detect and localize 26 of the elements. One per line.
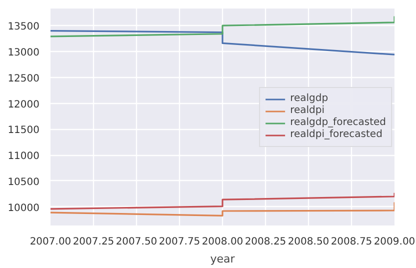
legend-label: realgdp_forecasted — [290, 116, 386, 128]
y-tick-label: 12000 — [8, 99, 40, 110]
y-tick-label: 10000 — [8, 202, 40, 214]
x-tick-label: 2008.75 — [330, 236, 372, 248]
line-series — [50, 30, 394, 56]
y-tick-label: 13500 — [8, 22, 40, 33]
legend-label: realdpi_forecasted — [290, 128, 382, 140]
legend-label: realgdp — [290, 92, 328, 104]
legend-label: realdpi — [290, 104, 324, 116]
line-series — [50, 192, 394, 210]
x-tick-label: 2007.00 — [30, 236, 72, 248]
x-tick-label: 2007.25 — [72, 236, 114, 248]
y-tick-label: 11500 — [8, 125, 40, 136]
y-tick-label: 12500 — [8, 73, 40, 84]
y-tick-label: 13000 — [8, 47, 40, 58]
y-tick-label: 11000 — [8, 151, 40, 162]
x-tick-label: 2009.00 — [374, 236, 416, 248]
line-series — [50, 201, 394, 216]
x-tick-label: 2007.75 — [158, 236, 200, 248]
line-series — [50, 15, 394, 38]
x-tick-label: 2008.00 — [202, 236, 244, 248]
y-tick-label: 10500 — [8, 176, 40, 188]
x-tick-label: 2008.25 — [244, 236, 286, 248]
x-axis-title: year — [210, 252, 236, 266]
x-tick-label: 2008.50 — [288, 236, 330, 248]
x-tick-label: 2007.50 — [116, 236, 158, 248]
